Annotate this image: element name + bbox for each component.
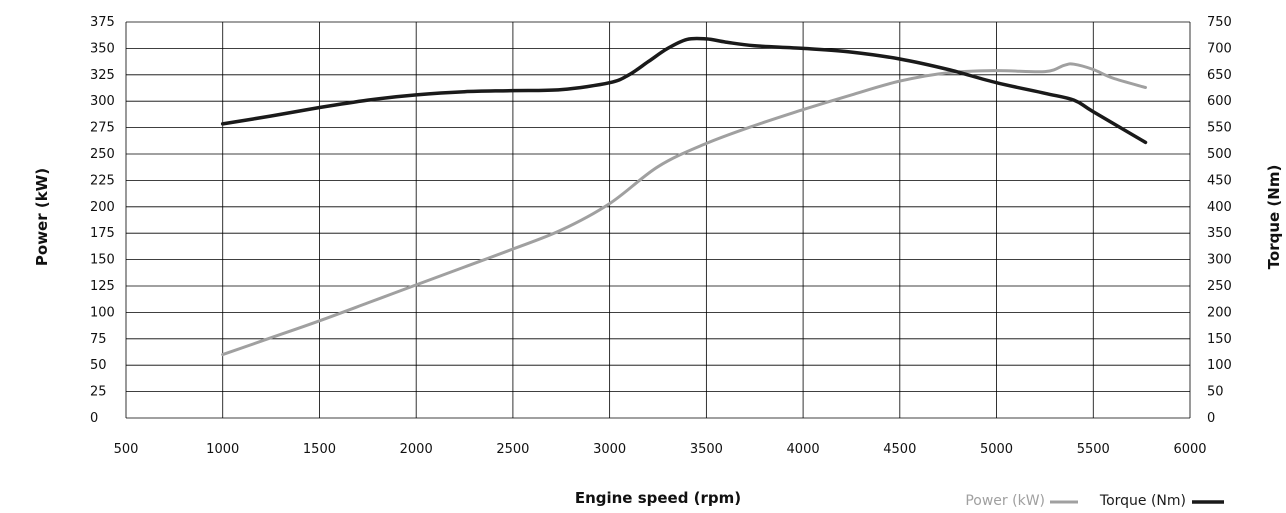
x-tick-label: 2500	[496, 442, 529, 457]
series-layer	[220, 36, 1148, 357]
legend: Power (kW) Torque (Nm)	[965, 493, 1224, 509]
y-left-tick-label: 375	[90, 15, 115, 30]
y-right-tick-label: 750	[1207, 15, 1232, 30]
y-left-tick-label: 200	[90, 200, 115, 215]
y-right-tick-label: 400	[1207, 200, 1232, 215]
y-right-tick-label: 650	[1207, 68, 1232, 83]
x-tick-label: 3500	[690, 442, 723, 457]
x-tick-label: 3000	[593, 442, 626, 457]
y-left-tick-label: 125	[90, 279, 115, 294]
power-line	[221, 62, 1147, 357]
y-left-tick-label: 75	[90, 332, 107, 347]
y-left-tick-label: 100	[90, 305, 115, 320]
y-left-tick-label: 175	[90, 226, 115, 241]
y-left-tick-label: 250	[90, 147, 115, 162]
y-left-tick-label: 225	[90, 173, 115, 188]
y-left-tick-label: 50	[90, 358, 107, 373]
left-axis: 0 25 50 75 100 125 150 175 200 225 250 275 300 325 350…	[90, 15, 115, 426]
y-left-tick-label: 350	[90, 41, 115, 56]
y-left-tick-label: 150	[90, 253, 115, 268]
y-right-tick-label: 200	[1207, 305, 1232, 320]
y-right-tick-label: 550	[1207, 121, 1232, 136]
legend-label-torque: Torque (Nm)	[1099, 493, 1186, 509]
x-tick-label: 4000	[787, 442, 820, 457]
x-axis: 500 1000 1500 2000 2500 3000 3500 4000 4500 5000 5…	[114, 442, 1207, 457]
x-tick-label: 2000	[400, 442, 433, 457]
right-axis: 0 50 100 150 200 250 300 350 400 450 500 550 600 650 7…	[1207, 15, 1232, 426]
y-left-tick-label: 0	[90, 411, 98, 426]
y-axis-right-title: Torque (Nm)	[1265, 165, 1283, 270]
y-left-tick-label: 275	[90, 121, 115, 136]
grid	[125, 21, 1191, 419]
y-right-tick-label: 0	[1207, 411, 1215, 426]
torque-line	[220, 36, 1148, 145]
y-axis-left-title: Power (kW)	[33, 168, 51, 266]
y-right-tick-label: 350	[1207, 226, 1232, 241]
y-right-tick-label: 100	[1207, 358, 1232, 373]
legend-label-power: Power (kW)	[965, 493, 1045, 509]
x-tick-label: 5000	[980, 442, 1013, 457]
x-tick-label: 6000	[1173, 442, 1206, 457]
y-left-tick-label: 325	[90, 68, 115, 83]
y-right-tick-label: 250	[1207, 279, 1232, 294]
y-right-tick-label: 450	[1207, 173, 1232, 188]
x-tick-label: 5500	[1077, 442, 1110, 457]
y-right-tick-label: 150	[1207, 332, 1232, 347]
x-tick-label: 1000	[206, 442, 239, 457]
y-right-tick-label: 300	[1207, 253, 1232, 268]
y-right-tick-label: 500	[1207, 147, 1232, 162]
y-left-tick-label: 25	[90, 385, 107, 400]
x-tick-label: 4500	[883, 442, 916, 457]
y-right-tick-label: 700	[1207, 41, 1232, 56]
y-left-tick-label: 300	[90, 94, 115, 109]
y-right-tick-label: 50	[1207, 385, 1224, 400]
x-axis-title: Engine speed (rpm)	[575, 489, 741, 507]
y-right-tick-label: 600	[1207, 94, 1232, 109]
x-tick-label: 1500	[303, 442, 336, 457]
x-tick-label: 500	[114, 442, 139, 457]
